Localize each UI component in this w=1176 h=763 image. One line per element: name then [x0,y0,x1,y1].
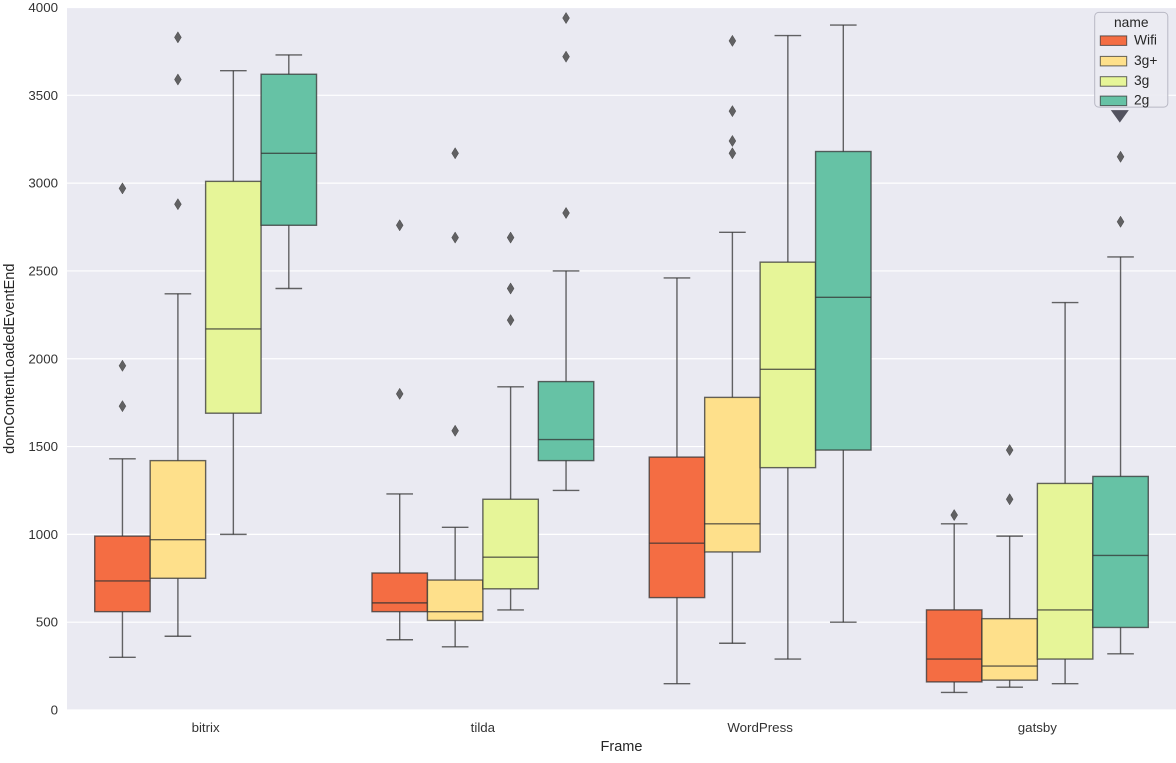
svg-text:4000: 4000 [28,0,58,15]
svg-text:Frame: Frame [601,739,643,755]
svg-text:WordPress: WordPress [727,720,793,735]
svg-text:500: 500 [36,615,58,630]
svg-text:bitrix: bitrix [192,720,220,735]
svg-text:name: name [1114,15,1149,30]
svg-text:3000: 3000 [28,176,58,191]
svg-text:tilda: tilda [471,720,496,735]
svg-text:Wifi: Wifi [1134,32,1157,47]
svg-text:3g+: 3g+ [1134,53,1157,68]
svg-text:2500: 2500 [28,263,58,278]
svg-text:gatsby: gatsby [1018,720,1058,735]
svg-text:0: 0 [51,703,58,718]
svg-text:1500: 1500 [28,439,58,454]
svg-text:3g: 3g [1134,73,1149,88]
svg-text:3500: 3500 [28,88,58,103]
svg-text:2g: 2g [1134,93,1149,108]
svg-text:1000: 1000 [28,527,58,542]
svg-text:2000: 2000 [28,351,58,366]
svg-text:domContentLoadedEventEnd: domContentLoadedEventEnd [2,264,18,454]
